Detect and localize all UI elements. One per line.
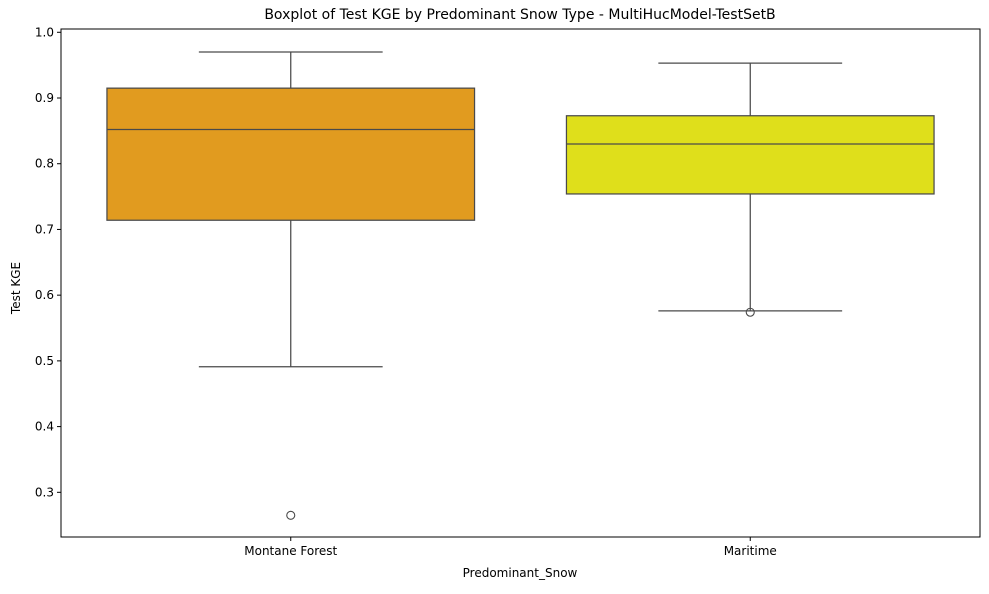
box-group: [565, 62, 935, 317]
box-group: [106, 51, 476, 520]
y-tick-label: 0.5: [35, 354, 54, 368]
y-tick-label: 0.7: [35, 222, 54, 236]
outlier-point: [286, 510, 296, 520]
x-axis: Montane Forest Maritime: [244, 537, 777, 558]
y-tick-label: 1.0: [35, 25, 54, 39]
chart-title: Boxplot of Test KGE by Predominant Snow …: [264, 7, 775, 23]
y-tick-label: 0.6: [35, 288, 54, 302]
y-tick-label: 0.8: [35, 157, 54, 171]
boxes-layer: [106, 51, 935, 520]
y-axis: 0.3 0.4 0.5 0.6 0.7 0.8 0.9 1.0: [35, 25, 61, 499]
iqr-box: [106, 87, 476, 221]
y-tick-label: 0.3: [35, 485, 54, 499]
outlier-point: [745, 307, 755, 317]
x-axis-label: Predominant_Snow: [463, 566, 578, 580]
x-tick-label: Montane Forest: [244, 544, 337, 558]
y-tick-label: 0.9: [35, 91, 54, 105]
iqr-box: [565, 115, 935, 195]
y-axis-label: Test KGE: [9, 262, 23, 315]
x-tick-label: Maritime: [724, 544, 777, 558]
y-tick-label: 0.4: [35, 420, 54, 434]
plot-frame: [60, 28, 981, 538]
